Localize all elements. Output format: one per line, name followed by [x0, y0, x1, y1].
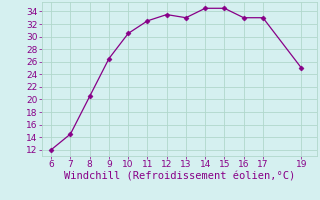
X-axis label: Windchill (Refroidissement éolien,°C): Windchill (Refroidissement éolien,°C): [64, 172, 295, 182]
